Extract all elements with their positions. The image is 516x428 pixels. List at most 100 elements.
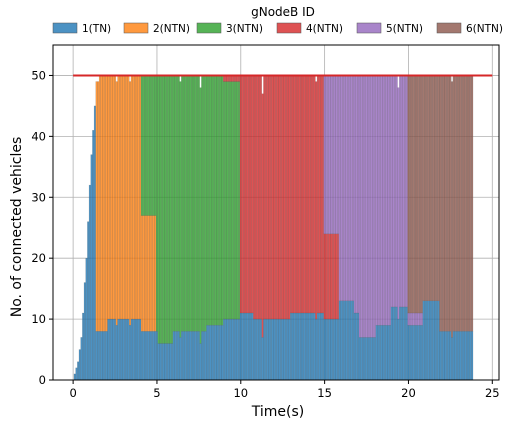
bar-segment-2(NTN) <box>122 75 125 320</box>
bar-segment-4(NTN) <box>276 75 279 320</box>
legend-swatch <box>196 22 222 34</box>
bar-segment-6(NTN) <box>469 75 472 332</box>
bar-segment-1(TN) <box>360 337 363 381</box>
bar-segment-6(NTN) <box>434 75 437 302</box>
bar-segment-1(TN) <box>192 331 195 381</box>
bar-segment-6(NTN) <box>432 75 435 302</box>
bar-segment-1(TN) <box>98 331 101 381</box>
bar-segment-4(NTN) <box>323 233 326 320</box>
bar-segment-4(NTN) <box>279 75 283 320</box>
bar <box>197 75 200 381</box>
bar <box>159 75 162 381</box>
bar <box>323 75 326 381</box>
bar <box>125 75 128 381</box>
bar-segment-1(TN) <box>137 318 140 381</box>
bar-segment-1(TN) <box>75 367 78 381</box>
bar <box>231 75 234 381</box>
bar-segment-1(TN) <box>471 331 474 381</box>
bar <box>343 75 346 381</box>
bar-segment-1(TN) <box>336 318 340 381</box>
bar-segment-3(NTN) <box>228 81 231 320</box>
bar-segment-6(NTN) <box>466 75 469 332</box>
bar-segment-6(NTN) <box>439 75 442 332</box>
bar <box>291 75 294 381</box>
bar <box>394 75 397 381</box>
legend-swatch <box>52 22 78 34</box>
legend-label: 2(NTN) <box>153 23 190 35</box>
bar-segment-3(NTN) <box>149 75 152 216</box>
bar-segment-1(TN) <box>191 331 194 381</box>
bar-segment-1(TN) <box>171 343 174 381</box>
bar <box>88 184 91 381</box>
bar <box>98 75 101 381</box>
bar <box>308 75 311 381</box>
bar-segment-1(TN) <box>179 337 182 381</box>
bar-segment-3(NTN) <box>197 75 200 332</box>
bar <box>345 75 348 381</box>
bar-segment-2(NTN) <box>117 75 120 320</box>
bar-segment-6(NTN) <box>424 75 427 302</box>
bar <box>228 75 231 381</box>
bar <box>117 75 120 381</box>
bar-segment-1(TN) <box>201 331 204 381</box>
bar <box>222 75 226 381</box>
bar-segment-1(TN) <box>350 300 353 381</box>
bar-segment-4(NTN) <box>244 75 247 314</box>
bar <box>103 75 107 381</box>
bar-segment-3(NTN) <box>165 75 169 344</box>
bar-segment-1(TN) <box>467 331 470 381</box>
bar-segment-4(NTN) <box>253 75 256 320</box>
bar-segment-3(NTN) <box>207 75 210 326</box>
bar-segment-3(NTN) <box>159 75 162 344</box>
bar-segment-1(TN) <box>434 300 437 381</box>
y-tick-label: 30 <box>31 190 46 204</box>
bar-segment-2(NTN) <box>129 81 132 326</box>
bar-segment-1(TN) <box>80 337 83 381</box>
bar-segment-6(NTN) <box>456 75 459 332</box>
bar-segment-1(TN) <box>244 312 247 381</box>
bar-segment-5(NTN) <box>326 75 330 235</box>
bar <box>310 75 313 381</box>
bar <box>303 75 306 381</box>
bar-segment-5(NTN) <box>420 312 423 326</box>
bar-segment-1(TN) <box>254 318 257 381</box>
bar-segment-3(NTN) <box>160 75 164 344</box>
bar-segment-3(NTN) <box>176 75 179 332</box>
bar-segment-1(TN) <box>281 318 284 381</box>
bar-segment-1(TN) <box>300 312 303 381</box>
bar <box>429 75 432 381</box>
bar-segment-1(TN) <box>328 318 331 381</box>
bar-segment-1(TN) <box>268 318 271 381</box>
bar-segment-3(NTN) <box>238 81 241 320</box>
bar-segment-1(TN) <box>97 331 100 381</box>
bar <box>181 75 184 381</box>
bar <box>234 75 237 381</box>
bar-segment-1(TN) <box>236 318 239 381</box>
bar <box>214 75 217 381</box>
bar-segment-1(TN) <box>77 361 80 381</box>
bar-segment-2(NTN) <box>154 215 157 332</box>
bar <box>315 81 318 381</box>
bar-segment-1(TN) <box>209 324 212 381</box>
bar-segment-2(NTN) <box>103 75 107 332</box>
bar-segment-2(NTN) <box>134 75 137 320</box>
bar <box>164 75 167 381</box>
bar <box>97 81 100 381</box>
bar <box>283 75 286 381</box>
bar <box>286 75 289 381</box>
bar-segment-5(NTN) <box>373 75 376 338</box>
x-tick-label: 5 <box>153 386 160 400</box>
bar-segment-6(NTN) <box>445 75 449 332</box>
bar-segment-6(NTN) <box>452 75 455 332</box>
bar <box>437 75 440 381</box>
bar-segment-3(NTN) <box>142 75 145 216</box>
bar-segment-5(NTN) <box>353 75 356 314</box>
bar <box>251 75 254 381</box>
bar-segment-2(NTN) <box>105 75 108 332</box>
bar <box>135 75 138 381</box>
bar <box>274 75 278 381</box>
bar-segment-1(TN) <box>321 312 324 381</box>
legend: gNodeB ID 1(TN) 2(NTN) 3(NTN) 4(NTN) 5(NTN) 6… <box>52 5 503 35</box>
bar <box>186 75 189 381</box>
bar-segment-4(NTN) <box>278 75 281 320</box>
